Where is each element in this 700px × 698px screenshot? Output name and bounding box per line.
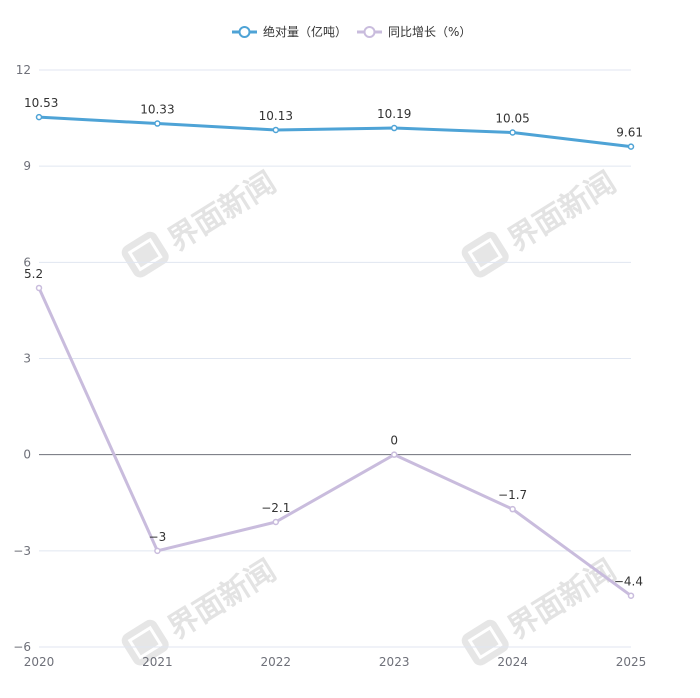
data-point[interactable] <box>154 547 161 555</box>
y-tick-label: −3 <box>13 544 31 558</box>
x-tick-label: 2022 <box>261 655 292 669</box>
data-point[interactable] <box>35 284 43 292</box>
watermark-text: 界面新闻 <box>162 165 282 258</box>
series-1: 10.53 10.33 10.13 10.19 10.05 9.61 <box>24 96 643 150</box>
x-tick-label: 2025 <box>616 655 647 669</box>
data-label: 10.53 <box>24 96 58 110</box>
data-point[interactable] <box>272 126 280 134</box>
data-label: 10.13 <box>259 109 293 123</box>
jiemian-logo-icon <box>461 619 509 666</box>
legend-marker-icon <box>238 26 251 38</box>
x-tick-label: 2021 <box>142 655 173 669</box>
jiemian-logo-icon <box>121 619 169 666</box>
jiemian-logo-icon <box>461 231 509 278</box>
y-tick-label: 9 <box>23 159 31 173</box>
data-label: −4.4 <box>614 575 643 589</box>
legend-label: 同比增长（%） <box>388 25 471 39</box>
series-line <box>38 115 632 149</box>
legend-item-absolute[interactable]: 绝对量（亿吨） <box>232 24 347 39</box>
data-label: −3 <box>149 530 167 544</box>
data-label: 10.33 <box>140 103 174 117</box>
legend-marker-icon <box>363 26 376 38</box>
y-tick-label: 0 <box>23 448 31 462</box>
y-tick-label: 6 <box>23 255 31 269</box>
x-tick-label: 2020 <box>24 655 55 669</box>
legend[interactable]: 绝对量（亿吨） 同比增长（%） <box>232 24 471 39</box>
watermark-text: 界面新闻 <box>162 553 282 646</box>
data-point[interactable] <box>627 143 635 150</box>
watermark-1: 界面新闻 <box>121 165 282 278</box>
y-tick-label: 3 <box>23 352 31 366</box>
data-label: 9.61 <box>616 126 643 140</box>
data-label: 10.05 <box>495 112 529 126</box>
data-point[interactable] <box>509 129 516 136</box>
watermark-3: 界面新闻 <box>121 553 282 666</box>
data-point[interactable] <box>154 120 161 127</box>
jiemian-logo-icon <box>121 231 169 278</box>
watermark-2: 界面新闻 <box>461 165 622 278</box>
data-label: 5.2 <box>24 267 43 281</box>
series-line <box>37 287 632 597</box>
grid-lines <box>39 69 631 648</box>
data-point[interactable] <box>272 518 280 526</box>
watermark-text: 界面新闻 <box>502 553 622 646</box>
data-label: 0 <box>390 434 398 448</box>
data-point[interactable] <box>390 451 398 458</box>
data-point[interactable] <box>390 124 398 132</box>
y-axis: 12 9 6 3 0 −3 −6 <box>13 63 31 654</box>
x-tick-label: 2024 <box>497 655 528 669</box>
y-tick-label: −6 <box>13 640 31 654</box>
data-label: 10.19 <box>377 107 411 121</box>
y-tick-label: 12 <box>16 63 31 77</box>
data-point[interactable] <box>35 113 43 121</box>
data-label: −2.1 <box>261 501 290 515</box>
x-axis: 2020 2021 2022 2023 2024 2025 <box>24 655 647 669</box>
data-point[interactable] <box>509 505 516 513</box>
watermark-text: 界面新闻 <box>502 165 622 258</box>
legend-label: 绝对量（亿吨） <box>263 24 347 39</box>
data-point[interactable] <box>627 592 635 599</box>
watermark-4: 界面新闻 <box>461 553 622 666</box>
x-tick-label: 2023 <box>379 655 410 669</box>
data-label: −1.7 <box>498 488 527 502</box>
legend-item-growth[interactable]: 同比增长（%） <box>357 25 471 39</box>
series-2: 5.2 −3 −2.1 0 −1.7 −4.4 <box>24 267 643 599</box>
series-group: 10.53 10.33 10.13 10.19 10.05 9.61 5.2 −3 −2.1 0 −… <box>24 96 643 599</box>
